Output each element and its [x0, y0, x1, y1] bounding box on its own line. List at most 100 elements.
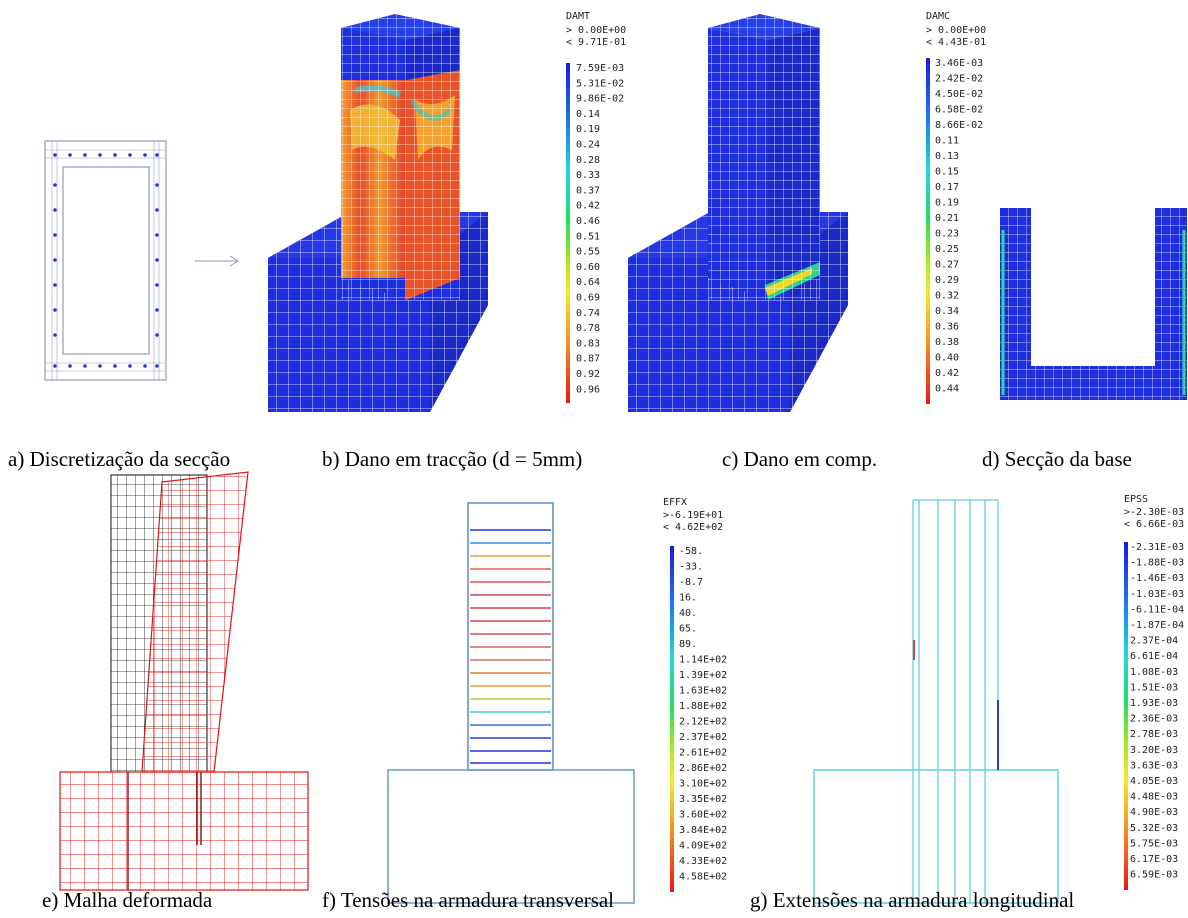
legend-damc-label: 0.40	[935, 353, 959, 364]
legend-damc-label: 2.42E-02	[935, 74, 983, 85]
legend-effx-label: 1.63E+02	[679, 686, 727, 697]
legend-effx-label: 89.	[679, 639, 697, 650]
legend-damc-label: 0.42	[935, 368, 959, 379]
model-3d-b	[268, 14, 488, 412]
caption-c: c) Dano em comp.	[722, 447, 878, 471]
legend-effx-label: 40.	[679, 608, 697, 619]
legend-damc-label: 0.17	[935, 182, 959, 193]
legend-damt-range-max: < 9.71E-01	[566, 37, 626, 48]
legend-damt-label: 0.19	[576, 124, 600, 135]
legend-epss-label: 5.32E-03	[1130, 823, 1178, 834]
legend-damc: DAMC > 0.00E+00 < 4.43E-01 3.46E-03 2.42E…	[926, 11, 986, 404]
legend-effx-label: -58.	[679, 546, 703, 557]
legend-damt-label: 0.14	[576, 109, 600, 120]
legend-epss-label: -1.46E-03	[1130, 573, 1184, 584]
legend-damc-label: 0.11	[935, 136, 959, 147]
caption-a: a) Discretização da secção	[8, 447, 231, 471]
legend-epss-colorbar	[1124, 542, 1128, 890]
legend-damt-label: 0.51	[576, 231, 600, 242]
legend-damc-range-min: > 0.00E+00	[926, 25, 986, 36]
legend-epss-label: 6.59E-03	[1130, 870, 1178, 881]
caption-b: b) Dano em tracção (d = 5mm)	[322, 447, 583, 471]
caption-d: d) Secção da base	[982, 447, 1132, 471]
legend-epss-label: 3.20E-03	[1130, 745, 1178, 756]
legend-damc-label: 0.23	[935, 229, 959, 240]
legend-damc-label: 0.34	[935, 306, 959, 317]
stress-diagram-f	[387, 502, 635, 904]
legend-epss-label: 5.75E-03	[1130, 838, 1178, 849]
legend-epss-label: 4.90E-03	[1130, 807, 1178, 818]
legend-damt-label: 0.69	[576, 293, 600, 304]
legend-effx-label: 1.39E+02	[679, 670, 727, 681]
legend-epss-range-min: >-2.30E-03	[1124, 507, 1184, 518]
legend-damt-label: 7.59E-03	[576, 63, 624, 74]
legend-effx-label: -33.	[679, 562, 703, 573]
legend-effx-label: 4.09E+02	[679, 841, 727, 852]
legend-damc-label: 0.29	[935, 275, 959, 286]
legend-effx-label: 2.61E+02	[679, 748, 727, 759]
legend-effx-label: 2.12E+02	[679, 717, 727, 728]
caption-f: f) Tensões na armadura transversal	[322, 888, 615, 912]
legend-damt-label: 0.83	[576, 338, 600, 349]
legend-damt-label: 0.42	[576, 201, 600, 212]
legend-epss-label: 4.05E-03	[1130, 776, 1178, 787]
legend-effx-title: EFFX	[663, 497, 687, 508]
legend-damt-label: 0.64	[576, 277, 600, 288]
legend-damt-colorbar	[566, 63, 570, 403]
legend-effx-label: -8.7	[679, 577, 703, 588]
legend-epss-label: 6.17E-03	[1130, 854, 1178, 865]
legend-effx-label: 3.84E+02	[679, 825, 727, 836]
legend-epss-title: EPSS	[1124, 494, 1148, 505]
legend-epss-label: -2.31E-03	[1130, 542, 1184, 553]
legend-damc-label: 6.58E-02	[935, 105, 983, 116]
legend-damc-colorbar	[926, 58, 930, 404]
legend-epss-label: 2.36E-03	[1130, 714, 1178, 725]
legend-damc-label: 0.15	[935, 167, 959, 178]
legend-damt-label: 5.31E-02	[576, 78, 624, 89]
legend-effx-label: 3.60E+02	[679, 810, 727, 821]
legend-damt-label: 0.24	[576, 140, 600, 151]
legend-epss: EPSS >-2.30E-03 < 6.66E-03 -2.31E-03 -1.8…	[1124, 494, 1184, 890]
legend-damt-label: 0.96	[576, 384, 600, 395]
model-3d-c	[628, 14, 848, 412]
legend-damt-label: 0.28	[576, 155, 600, 166]
legend-epss-label: 1.08E-03	[1130, 667, 1178, 678]
legend-damt-label: 0.46	[576, 216, 600, 227]
legend-epss-label: 1.93E-03	[1130, 698, 1178, 709]
legend-damt-label: 0.33	[576, 170, 600, 181]
legend-damt: DAMT > 0.00E+00 < 9.71E-01 7.59E-03 5.31E…	[566, 11, 626, 403]
legend-damt-title: DAMT	[566, 11, 590, 22]
legend-damc-label: 3.46E-03	[935, 58, 983, 69]
legend-damc-label: 8.66E-02	[935, 120, 983, 131]
legend-effx-label: 3.35E+02	[679, 794, 727, 805]
legend-epss-label: -1.88E-03	[1130, 558, 1184, 569]
legend-damc-label: 0.25	[935, 244, 959, 255]
legend-effx-label: 1.14E+02	[679, 655, 727, 666]
legend-damc-title: DAMC	[926, 11, 950, 22]
legend-damc-label: 0.21	[935, 213, 959, 224]
legend-damt-label: 0.92	[576, 369, 600, 380]
legend-damt-label: 0.60	[576, 262, 600, 273]
legend-damc-label: 0.19	[935, 198, 959, 209]
legend-damt-range-min: > 0.00E+00	[566, 25, 626, 36]
deformed-mesh-e	[59, 471, 309, 891]
legend-epss-range-max: < 6.66E-03	[1124, 519, 1184, 530]
legend-damc-label: 0.36	[935, 322, 959, 333]
legend-epss-label: 3.63E-03	[1130, 760, 1178, 771]
legend-epss-label: 2.78E-03	[1130, 729, 1178, 740]
legend-damc-label: 0.13	[935, 151, 959, 162]
legend-epss-label: 4.48E-03	[1130, 792, 1178, 803]
base-section-d	[1000, 208, 1187, 400]
legend-epss-label: -1.03E-03	[1130, 589, 1184, 600]
legend-damt-label: 0.87	[576, 354, 600, 365]
section-mesh-a	[44, 140, 167, 381]
legend-effx-label: 1.88E+02	[679, 701, 727, 712]
legend-damc-range-max: < 4.43E-01	[926, 37, 986, 48]
legend-damc-label: 0.27	[935, 260, 959, 271]
legend-epss-label: 6.61E-04	[1130, 651, 1178, 662]
legend-effx-range-min: >-6.19E+01	[663, 510, 723, 521]
legend-effx-label: 2.86E+02	[679, 763, 727, 774]
